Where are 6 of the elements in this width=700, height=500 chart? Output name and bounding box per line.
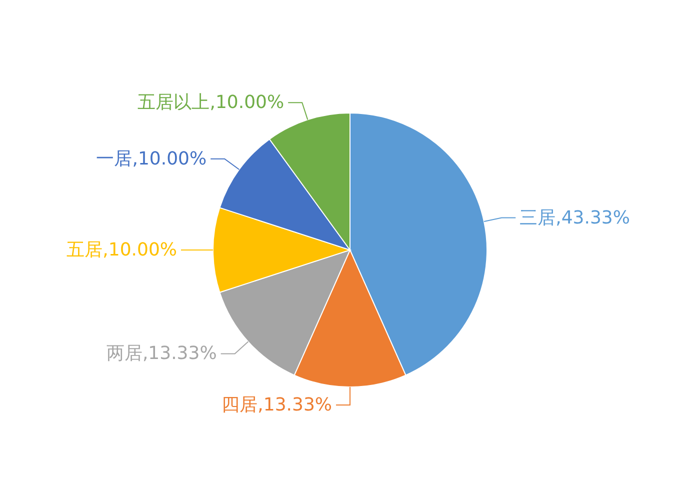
slice-label: 五居,10.00% (66, 240, 177, 261)
slice-label: 两居,13.33% (106, 343, 217, 364)
slice-label: 一居,10.00% (96, 148, 207, 170)
slice-label: 五居以上,10.00% (138, 92, 284, 114)
slice-label: 三居,43.33% (520, 207, 630, 228)
slice-label: 四居,13.33% (222, 394, 332, 416)
